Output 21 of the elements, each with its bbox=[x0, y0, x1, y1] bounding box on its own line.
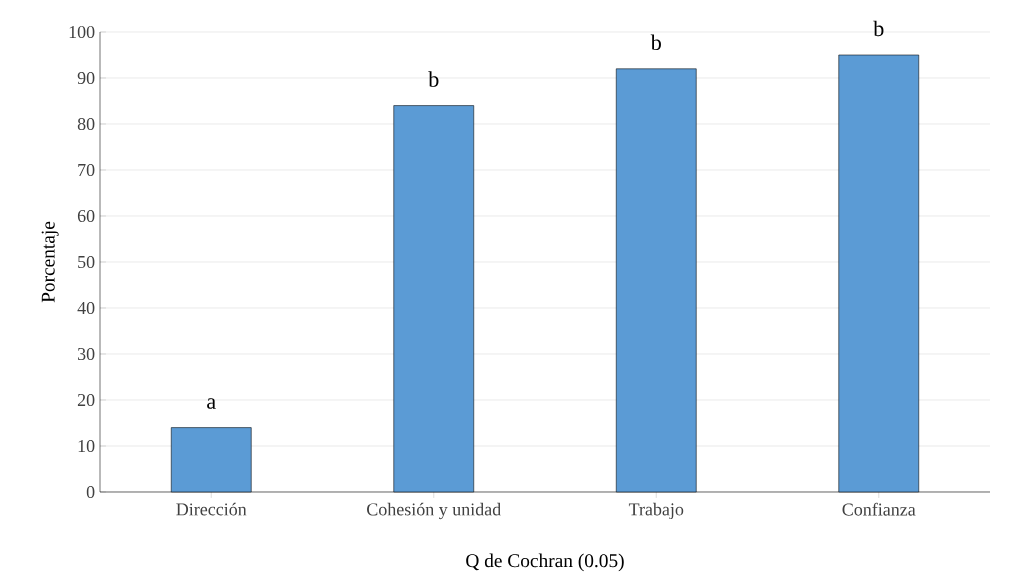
y-tick-label: 50 bbox=[78, 255, 95, 269]
annotation: b bbox=[873, 20, 884, 37]
x-tick-label: Confianza bbox=[842, 502, 916, 516]
y-tick-label: 90 bbox=[77, 71, 95, 85]
annotation: b bbox=[428, 71, 439, 87]
x-tick-label: Dirección bbox=[176, 502, 247, 516]
x-tick-label: Trabajo bbox=[628, 502, 684, 520]
y-tick-label: 70 bbox=[78, 163, 95, 177]
x-tick-label: Cohesión y unidad bbox=[367, 502, 501, 520]
y-tick-label: 60 bbox=[77, 209, 95, 223]
y-axis-title: Porcentaje bbox=[41, 221, 59, 303]
y-tick-label: 0 bbox=[86, 485, 95, 499]
y-tick-label: 40 bbox=[77, 301, 95, 315]
annotation: b bbox=[650, 34, 661, 51]
y-tick-label: 100 bbox=[69, 25, 95, 39]
y-tick-label: 20 bbox=[77, 393, 95, 407]
x-axis-title: Q de Cochran (0.05) bbox=[466, 553, 624, 572]
y-tick-label: 10 bbox=[78, 439, 95, 453]
y-tick-label: 80 bbox=[77, 117, 95, 131]
annotation: a bbox=[207, 398, 216, 409]
y-tick-label: 30 bbox=[77, 347, 95, 361]
